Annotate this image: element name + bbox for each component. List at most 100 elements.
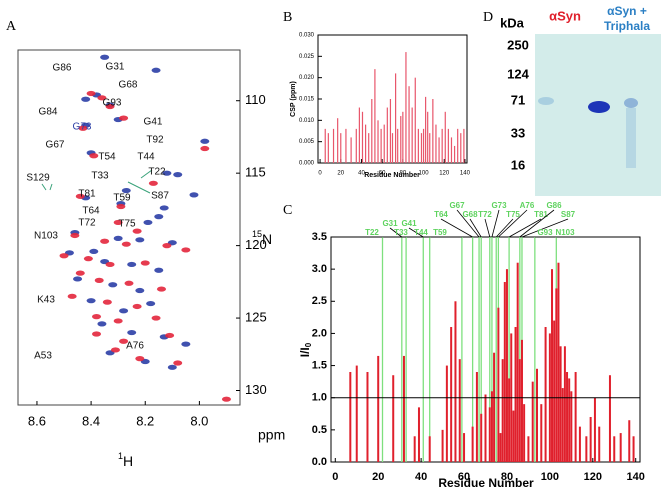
- annotation-label: T33: [394, 228, 408, 237]
- peak: [100, 54, 110, 60]
- bar: [508, 378, 511, 462]
- annotation-connector: [484, 218, 491, 238]
- peak: [113, 219, 123, 226]
- bar: [355, 128, 357, 163]
- bar: [324, 128, 326, 163]
- bar: [544, 327, 547, 462]
- x-tick-label: 140: [627, 471, 645, 483]
- y-tick-label: 0.030: [299, 33, 315, 39]
- peak-label: T33: [91, 171, 109, 182]
- ladder-band: [538, 97, 554, 105]
- isotope: 15: [252, 229, 262, 239]
- bar: [402, 111, 404, 163]
- bar: [555, 288, 558, 462]
- annotation-label: T22: [365, 228, 379, 237]
- annotation-label: T64: [434, 210, 448, 219]
- peak: [97, 321, 107, 327]
- y-tick-label: 3.0: [312, 263, 327, 275]
- y-tick-label: 120: [245, 237, 267, 252]
- peak: [200, 138, 210, 144]
- nucleus: H: [123, 453, 133, 469]
- annotation-label: G31: [382, 219, 398, 228]
- annotation-label: N103: [555, 228, 575, 237]
- bar: [413, 436, 416, 462]
- peak: [89, 153, 99, 159]
- y-tick-label: 0.0: [312, 456, 327, 468]
- bar: [536, 368, 538, 462]
- peak: [59, 253, 69, 259]
- peak-label: G68: [119, 80, 138, 91]
- bar: [392, 375, 395, 462]
- bar: [429, 133, 431, 163]
- bar: [371, 99, 373, 163]
- x-tick-label: 8.2: [136, 413, 154, 428]
- bar: [337, 118, 339, 163]
- bar: [380, 128, 382, 163]
- peak: [102, 299, 112, 305]
- bar: [520, 339, 523, 462]
- y-tick-label: 1.5: [312, 359, 327, 371]
- bar: [574, 372, 577, 462]
- subscript: 0: [304, 342, 313, 347]
- arrows: [41, 169, 153, 194]
- peak-label: T75: [118, 219, 136, 230]
- peak: [124, 280, 134, 286]
- bar: [518, 359, 521, 462]
- peak: [92, 331, 102, 337]
- smear: [626, 108, 636, 168]
- annotation-connector: [519, 209, 555, 238]
- ladder-label: 250: [507, 37, 529, 52]
- bar: [453, 145, 456, 163]
- ladder-label: 16: [511, 157, 525, 172]
- x-tick-label: 20: [337, 171, 344, 177]
- peak-label: S87: [151, 191, 169, 202]
- y-tick-label: 0.025: [299, 54, 315, 60]
- y-tick-label: 130: [245, 382, 267, 397]
- annotation-label: G73: [491, 201, 507, 210]
- ladder-label: 71: [511, 92, 525, 107]
- y-tick-label: 115: [245, 165, 266, 180]
- bar: [349, 372, 352, 462]
- ladder-label: 124: [507, 66, 529, 81]
- bar: [488, 407, 491, 462]
- x-tick-label: 60: [379, 171, 386, 177]
- bar: [512, 410, 515, 462]
- peak-label: N103: [34, 231, 58, 242]
- peak: [94, 277, 104, 283]
- annotation-label: A76: [520, 201, 535, 210]
- peak: [148, 180, 158, 186]
- peak: [167, 364, 177, 370]
- bar: [516, 262, 519, 462]
- peak: [127, 329, 137, 336]
- bar: [497, 307, 500, 462]
- peak: [75, 193, 85, 199]
- peak: [113, 318, 123, 324]
- bar: [411, 107, 413, 163]
- bar: [585, 436, 588, 462]
- band: [588, 101, 610, 113]
- peak: [121, 187, 131, 194]
- annotation-connector: [456, 209, 480, 238]
- annotation-label: G93: [537, 228, 553, 237]
- peak-label: K43: [37, 295, 55, 306]
- units: kDa: [500, 15, 525, 30]
- bar: [447, 128, 449, 163]
- peak-label: G84: [39, 107, 58, 118]
- panel-label: D: [483, 10, 493, 25]
- peak-label: G86: [53, 63, 72, 74]
- bar: [563, 346, 566, 462]
- bar: [386, 107, 388, 163]
- y-tick-label: 1.0: [312, 392, 327, 404]
- peak: [135, 237, 145, 243]
- peak-label: T54: [98, 152, 116, 163]
- bar: [490, 391, 493, 462]
- bar: [460, 133, 462, 163]
- x-tick-label: 140: [460, 171, 471, 177]
- bar: [374, 69, 376, 163]
- peak: [132, 228, 142, 234]
- x-axis-label: ppm: [258, 427, 285, 443]
- y-tick-label: 2.0: [312, 327, 327, 339]
- x-tick-label: 120: [439, 171, 450, 177]
- bar: [441, 429, 444, 462]
- peak: [113, 235, 123, 241]
